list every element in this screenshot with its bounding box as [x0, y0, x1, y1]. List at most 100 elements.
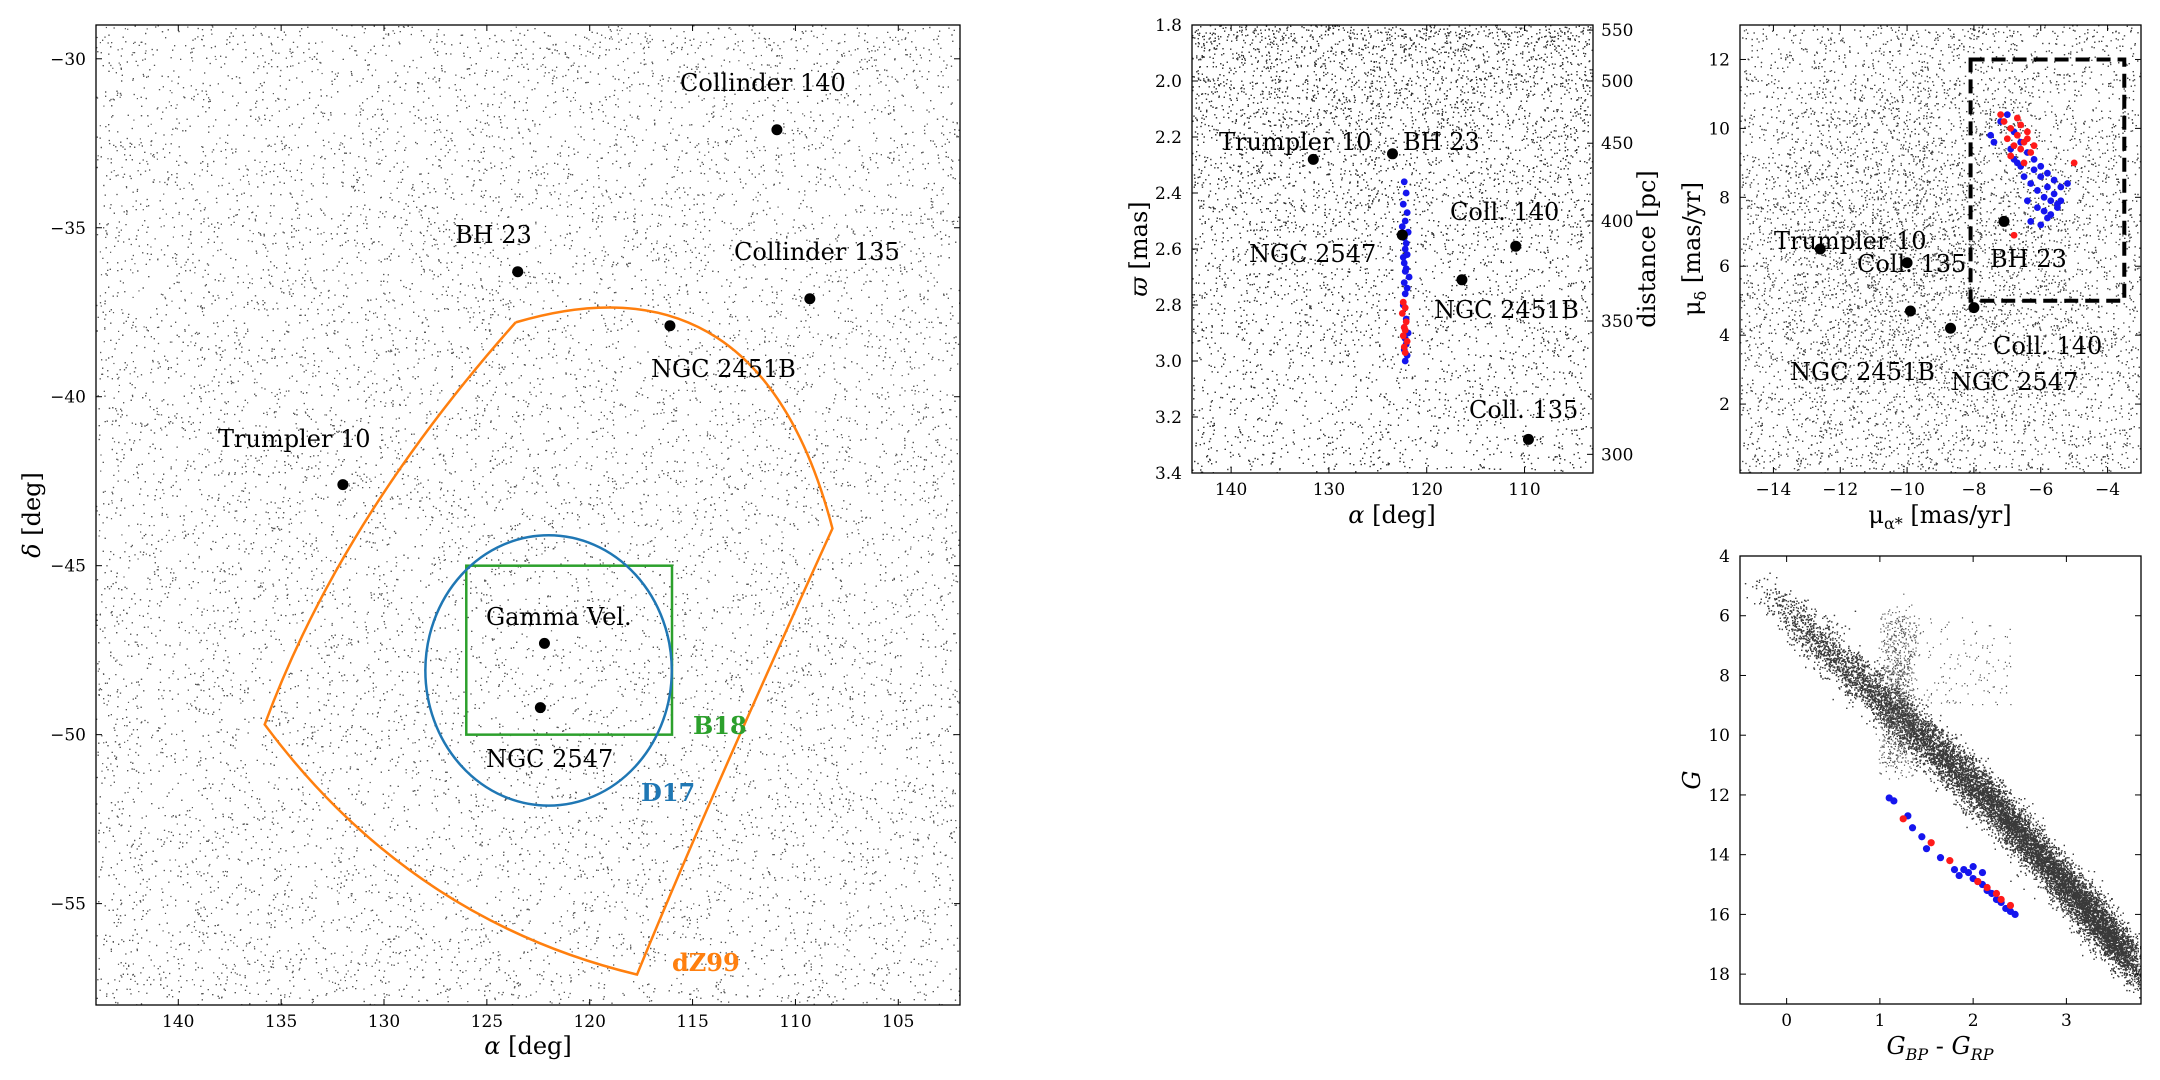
y-tick-label: 2.8: [1155, 296, 1182, 316]
y-tick-label: 3.0: [1155, 352, 1182, 372]
member-point-red: [2014, 132, 2021, 139]
cluster-marker-coll-135: [1523, 434, 1534, 445]
parallax-panel: 140 130 120 1101.82.02.22.42.62.83.03.23.45…: [1125, 16, 1661, 529]
member-point-blue: [2027, 218, 2034, 225]
cluster-marker-collinder-135: [804, 293, 815, 304]
x-tick-label: 130: [368, 1012, 400, 1032]
member-point-blue: [1951, 866, 1958, 873]
pm-label-bh-23: BH 23: [1990, 245, 2067, 273]
member-point-blue: [1909, 824, 1916, 831]
member-point-blue: [1937, 854, 1944, 861]
y-tick-label: 2: [1719, 395, 1730, 415]
region-label-dz99: dZ99: [672, 948, 740, 977]
sky-axes-frame: [96, 25, 960, 1005]
member-point-blue: [1960, 866, 1967, 873]
y-tick-label: 10: [1708, 726, 1730, 746]
cluster-marker-collinder-140: [771, 124, 782, 135]
x-tick-label: 120: [1411, 480, 1443, 500]
member-point-blue: [1406, 274, 1413, 281]
cluster-marker-gamma-vel-: [539, 638, 550, 649]
member-point-red: [1402, 349, 1409, 356]
member-point-blue: [2054, 204, 2061, 211]
member-point-red: [1974, 878, 1981, 885]
sky-ylabel: δ [deg]: [18, 472, 46, 558]
member-point-blue: [1956, 872, 1963, 879]
x-tick-label: 2: [1968, 1011, 1979, 1031]
member-point-red: [2011, 232, 2018, 239]
member-point-blue: [2051, 177, 2058, 184]
cluster-marker-bh-23: [1998, 216, 2009, 227]
sky-label-trumpler-10: Trumpler 10: [218, 425, 371, 453]
member-point-blue: [2024, 197, 2031, 204]
member-point-red: [2004, 135, 2011, 142]
member-point-red: [2031, 142, 2038, 149]
sky-label-ngc-2451b: NGC 2451B: [651, 355, 796, 383]
y-tick-label: 14: [1708, 846, 1730, 866]
x-tick-label: −10: [1889, 480, 1925, 500]
x-tick-label: 105: [882, 1012, 914, 1032]
y-tick-label: 1.8: [1155, 16, 1182, 36]
x-tick-label: 115: [676, 1012, 708, 1032]
member-point-red: [2024, 135, 2031, 142]
member-point-blue: [2012, 911, 2019, 918]
par-label-bh-23: BH 23: [1403, 128, 1480, 156]
member-point-red: [1993, 890, 2000, 897]
sky-label-collinder-140: Collinder 140: [680, 69, 846, 97]
member-point-red: [2024, 128, 2031, 135]
member-point-red: [2027, 149, 2034, 156]
y2-tick-label: 350: [1601, 312, 1633, 332]
x-tick-label: −6: [2028, 480, 2053, 500]
sky-background-stars: [96, 25, 961, 1006]
member-point-blue: [2031, 156, 2038, 163]
y-tick-label: 2.0: [1155, 72, 1182, 92]
member-point-blue: [2064, 180, 2071, 187]
par-label-trumpler-10: Trumpler 10: [1219, 128, 1372, 156]
member-point-blue: [1991, 139, 1998, 146]
y-tick-label: 16: [1708, 905, 1730, 925]
x-tick-label: 140: [1215, 480, 1247, 500]
cluster-marker-coll-140: [1510, 241, 1521, 252]
member-point-red: [1900, 815, 1907, 822]
x-tick-label: 120: [573, 1012, 605, 1032]
parallax-members: [1399, 178, 1413, 364]
y-tick-label: 8: [1719, 188, 1730, 208]
member-point-blue: [2041, 194, 2048, 201]
x-tick-label: −14: [1755, 480, 1791, 500]
cluster-marker-ngc-2451b: [664, 320, 675, 331]
cmd-members: [1886, 794, 2019, 918]
member-point-red: [1984, 884, 1991, 891]
member-point-blue: [2004, 111, 2011, 118]
pm-ylabel: μδ [mas/yr]: [1678, 182, 1710, 316]
member-point-red: [1928, 839, 1935, 846]
x-tick-label: 135: [265, 1012, 297, 1032]
y-tick-label: −40: [50, 388, 86, 408]
y-tick-label: −55: [50, 895, 86, 915]
sky-label-bh-23: BH 23: [455, 221, 532, 249]
y2-tick-label: 300: [1601, 445, 1633, 465]
y-tick-label: 2.2: [1155, 128, 1182, 148]
y-tick-label: 4: [1719, 547, 1730, 567]
member-point-red: [2011, 142, 2018, 149]
cluster-marker-trumpler-10: [337, 479, 348, 490]
x-tick-label: 1: [1874, 1011, 1885, 1031]
parallax-y2label: distance [pc]: [1633, 170, 1661, 328]
parallax-ticks: 140 130 120 1101.82.02.22.42.62.83.03.23.45…: [1155, 16, 1634, 500]
y-tick-label: 10: [1708, 119, 1730, 139]
member-point-red: [2071, 159, 2078, 166]
region-label-d17: D17: [641, 778, 695, 807]
x-tick-label: 130: [1313, 480, 1345, 500]
member-point-blue: [1970, 863, 1977, 870]
par-label-ngc-2451b: NGC 2451B: [1434, 296, 1579, 324]
x-tick-label: 140: [162, 1012, 194, 1032]
member-point-blue: [2057, 184, 2064, 191]
y-tick-label: 6: [1719, 257, 1730, 277]
member-point-blue: [2044, 170, 2051, 177]
x-tick-label: −4: [2095, 480, 2120, 500]
pm-xlabel: μα* [mas/yr]: [1868, 501, 2011, 533]
member-point-blue: [1403, 190, 1410, 197]
member-point-blue: [1402, 358, 1409, 365]
y-tick-label: 12: [1708, 786, 1730, 806]
member-point-red: [2017, 122, 2024, 129]
